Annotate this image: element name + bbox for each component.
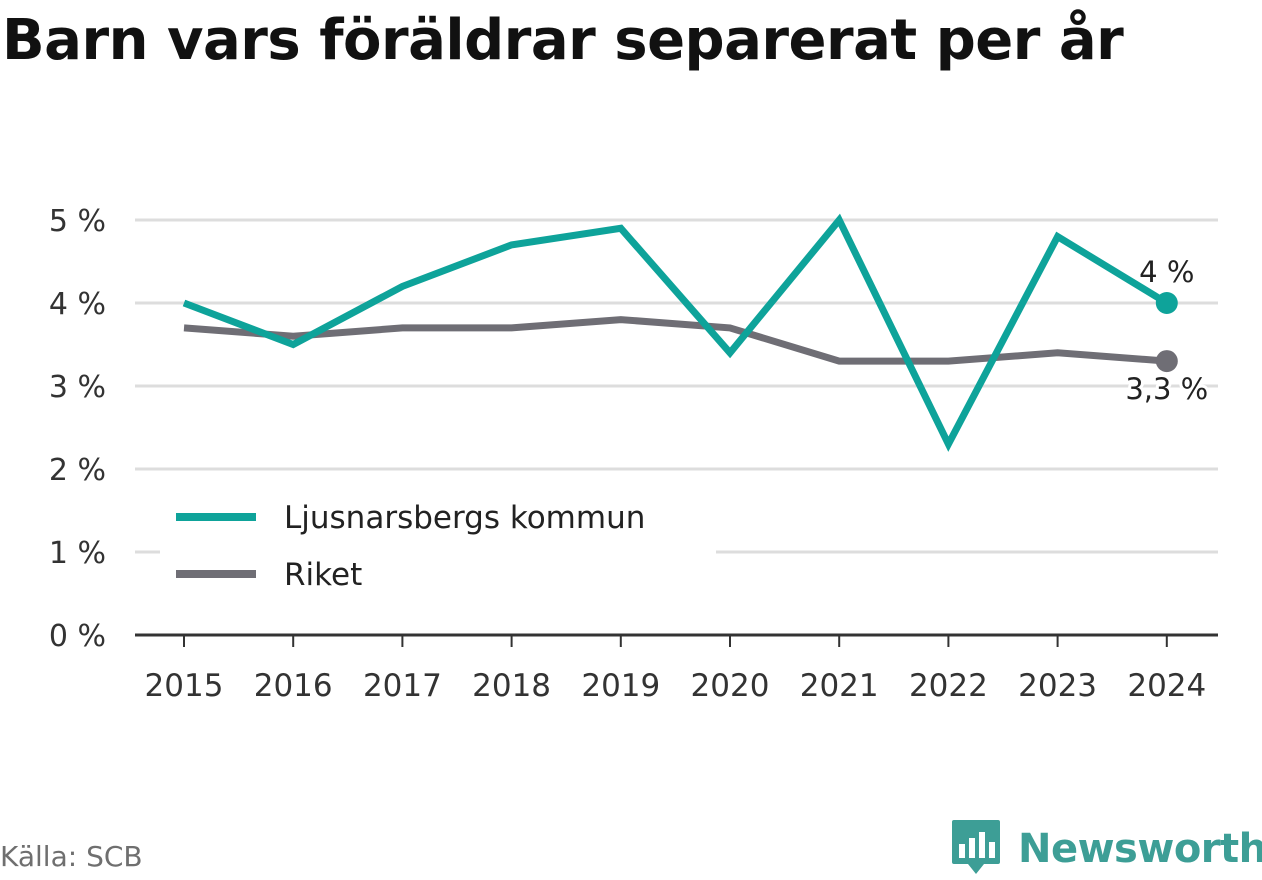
x-tick-label: 2024: [1127, 668, 1206, 704]
x-tick-label: 2015: [145, 668, 224, 704]
legend: Ljusnarsbergs kommun Riket: [160, 496, 716, 600]
y-tick-label: 5 %: [49, 204, 106, 239]
source-note: Källa: SCB: [0, 840, 143, 873]
end-value-label-halo: 4 %: [1139, 255, 1194, 289]
y-tick-label: 4 %: [49, 287, 106, 322]
y-tick-label: 2 %: [49, 453, 106, 488]
x-tick-label: 2016: [254, 668, 333, 704]
x-tick-label: 2018: [472, 668, 551, 704]
series-line: [183, 316, 1168, 365]
y-tick-label: 0 %: [49, 619, 106, 654]
newsworthy-logo-icon: [952, 820, 1000, 874]
x-axis-tick-labels: 2015 2016 2017 2018 2019 2020 2021 2022 2023 2024: [145, 668, 1207, 704]
end-point-marker: [1155, 292, 1178, 314]
y-axis-tick-labels: 0 % 1 % 2 % 3 % 4 % 5 %: [49, 204, 106, 654]
end-value-labels: 4 %4 %3,3 %3,3 %: [1122, 252, 1211, 409]
end-value-label: 3,3 %: [1125, 372, 1208, 406]
end-point-marker: [1155, 350, 1178, 373]
y-tick-label: 3 %: [49, 370, 106, 405]
brand: Newsworthy: [950, 818, 1262, 880]
y-tick-label: 1 %: [49, 536, 106, 571]
x-tick-label: 2017: [363, 668, 442, 704]
legend-label: Ljusnarsbergs kommun: [284, 500, 645, 536]
x-axis: [135, 633, 1218, 647]
series-line: [182, 213, 1169, 452]
series-lines: [182, 213, 1178, 452]
x-tick-label: 2019: [581, 668, 660, 704]
brand-name: Newsworthy: [1018, 826, 1262, 872]
end-value-label-halo: 3,3 %: [1125, 372, 1208, 406]
chart-title: Barn vars föräldrar separerat per år: [2, 8, 1124, 73]
x-tick-label: 2020: [691, 668, 770, 704]
legend-label: Riket: [284, 557, 362, 593]
end-value-label: 4 %: [1139, 255, 1194, 289]
x-tick-label: 2021: [800, 668, 879, 704]
x-tick-label: 2022: [909, 668, 988, 704]
x-tick-label: 2023: [1018, 668, 1097, 704]
